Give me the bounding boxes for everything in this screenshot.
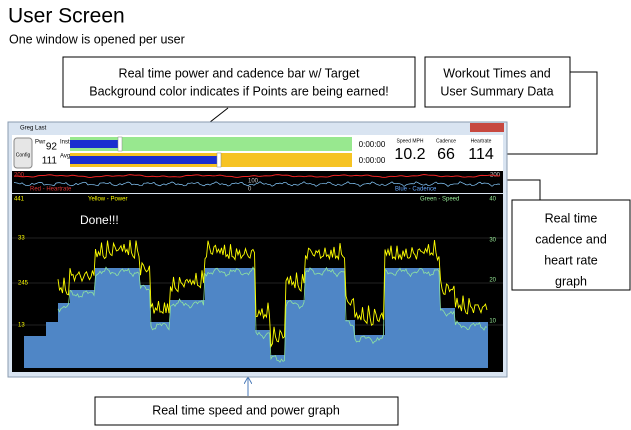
status-text: Done!!!	[80, 213, 119, 227]
arrow	[496, 176, 541, 200]
target-marker	[117, 136, 123, 152]
axis-label: 40	[489, 197, 496, 203]
legend: Green - Speed	[420, 197, 459, 203]
target-marker	[216, 152, 222, 168]
callout-text: Real time power and cadence bar w/ Targe…	[119, 66, 360, 80]
label: Avg	[60, 154, 70, 160]
axis-label: 33	[18, 236, 25, 242]
value: 66	[437, 146, 455, 163]
avg-bar	[70, 156, 217, 164]
callout-text: cadence and	[535, 232, 607, 246]
label: Pwr	[35, 140, 45, 146]
cadence-line	[13, 181, 501, 187]
inst-bar	[70, 140, 118, 148]
axis-label: 20	[489, 278, 496, 284]
axis-label: 441	[14, 197, 25, 203]
power-area	[24, 268, 488, 368]
callout-box	[62, 56, 416, 108]
callout-text: Real time	[545, 211, 598, 225]
window-title: Greg Last	[20, 126, 47, 132]
axis-label: 100	[248, 179, 259, 185]
app-window: Greg Last Config Pwr Inst Avg 92 111 0:0…	[7, 121, 508, 378]
legend: Red - Heartrate	[30, 187, 72, 193]
button-label: Config	[16, 152, 31, 158]
label: Speed MPH	[397, 138, 424, 144]
callout-text: User Summary Data	[440, 84, 553, 98]
callout-text: graph	[555, 274, 587, 288]
axis-label: 30	[489, 238, 496, 244]
value: 92	[46, 142, 58, 153]
axis-label: 200	[14, 173, 25, 179]
value: 114	[468, 146, 494, 163]
legend: Blue - Cadence	[395, 187, 437, 193]
label: Inst	[60, 140, 70, 146]
label: Cadence	[436, 138, 456, 144]
heartrate-line	[13, 174, 501, 178]
callout-text: Workout Times and	[443, 66, 551, 80]
target-background	[70, 137, 352, 151]
axis-label: 13	[18, 323, 25, 329]
axis-label: 10	[489, 319, 496, 325]
power-line	[57, 239, 488, 348]
legend: Yellow - Power	[88, 197, 127, 203]
callout-text: Background color indicates if Points are…	[89, 84, 389, 98]
speed-line	[57, 266, 488, 363]
callout-text: heart rate	[544, 253, 598, 267]
time: 0:00:00	[359, 156, 386, 165]
axis-label: 0	[248, 187, 252, 193]
callout-text: Real time speed and power graph	[152, 403, 340, 417]
subtitle: One window is opened per user	[9, 32, 185, 46]
value: 111	[42, 156, 58, 167]
config-button[interactable]	[13, 137, 33, 169]
label: Heartrate	[471, 138, 492, 144]
title: User Screen	[8, 5, 125, 28]
axis-label: 245	[18, 281, 29, 287]
callout-box	[511, 199, 631, 291]
close-button[interactable]	[470, 123, 504, 132]
arrow	[496, 71, 598, 158]
callout-box	[424, 56, 571, 108]
value: 10.2	[394, 146, 425, 163]
callout-box	[94, 396, 399, 426]
time: 0:00:00	[359, 140, 386, 149]
